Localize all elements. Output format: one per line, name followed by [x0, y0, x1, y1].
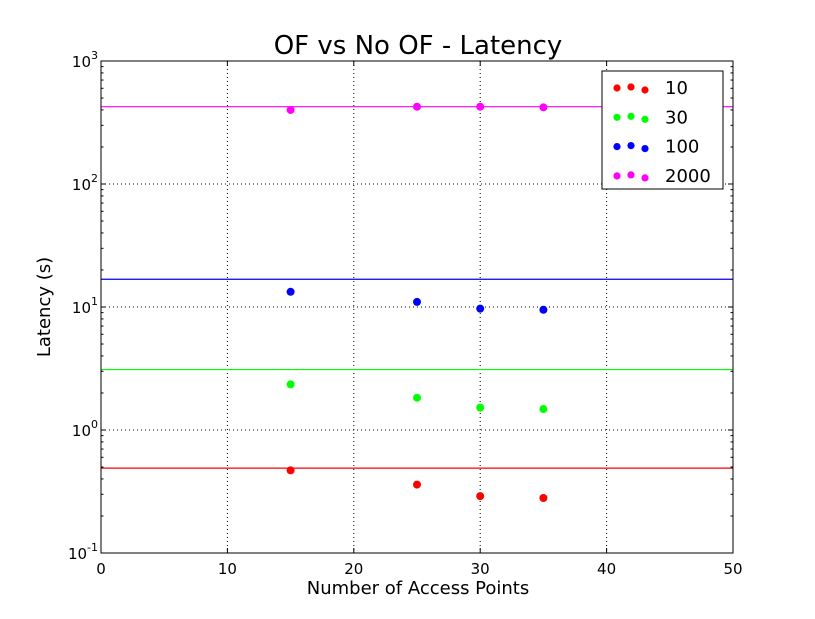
x-tick-label: 40: [597, 560, 616, 578]
point-10: [413, 480, 421, 489]
legend-marker-30: [613, 113, 621, 121]
point-30: [413, 393, 421, 402]
point-100: [539, 305, 548, 314]
y-axis-label: Latency (s): [34, 257, 55, 357]
grid: [101, 61, 733, 553]
point-10: [539, 493, 548, 502]
x-tick-label: 10: [218, 560, 237, 578]
point-2000: [539, 103, 548, 112]
point-30: [286, 380, 295, 389]
legend-marker-2000: [627, 171, 635, 179]
point-100: [413, 297, 421, 306]
legend-box: [601, 70, 724, 190]
point-100: [286, 287, 295, 296]
legend: 10 30 100 2000: [601, 70, 724, 190]
point-10: [286, 466, 295, 475]
legend-marker-30: [641, 115, 649, 123]
x-tick-label: 30: [471, 560, 490, 578]
legend-marker-100: [641, 145, 649, 153]
point-30: [476, 403, 485, 412]
legend-label: 30: [665, 107, 688, 128]
legend-label: 100: [665, 137, 699, 158]
x-tick-label: 50: [723, 560, 742, 578]
point-2000: [286, 105, 295, 114]
chart-title: OF vs No OF - Latency: [274, 31, 563, 61]
legend-marker-2000: [641, 174, 649, 182]
point-10: [476, 492, 485, 501]
legend-label: 2000: [665, 166, 711, 187]
legend-marker-10: [627, 83, 635, 91]
y-tick-label: 103: [72, 49, 98, 71]
x-tick-label: 0: [96, 560, 106, 578]
point-2000: [413, 102, 421, 111]
legend-marker-100: [627, 142, 635, 150]
legend-marker-30: [627, 112, 635, 120]
legend-marker-2000: [613, 172, 621, 180]
point-30: [539, 405, 548, 414]
legend-marker-10: [641, 86, 649, 94]
y-tick-label: 101: [72, 295, 98, 317]
legend-marker-100: [613, 143, 621, 151]
y-tick-label: 10-1: [68, 541, 98, 563]
point-2000: [476, 102, 485, 111]
x-tick-label: 20: [344, 560, 363, 578]
axis-ticks: 0 10 20 30 40 50 10-1 100 101 102 103: [68, 49, 743, 578]
point-100: [476, 304, 485, 313]
y-tick-label: 100: [72, 418, 98, 440]
data-points: [286, 102, 548, 502]
legend-marker-10: [613, 84, 621, 92]
x-axis-label: Number of Access Points: [307, 578, 530, 599]
legend-label: 10: [665, 78, 688, 99]
y-tick-label: 102: [72, 172, 98, 194]
